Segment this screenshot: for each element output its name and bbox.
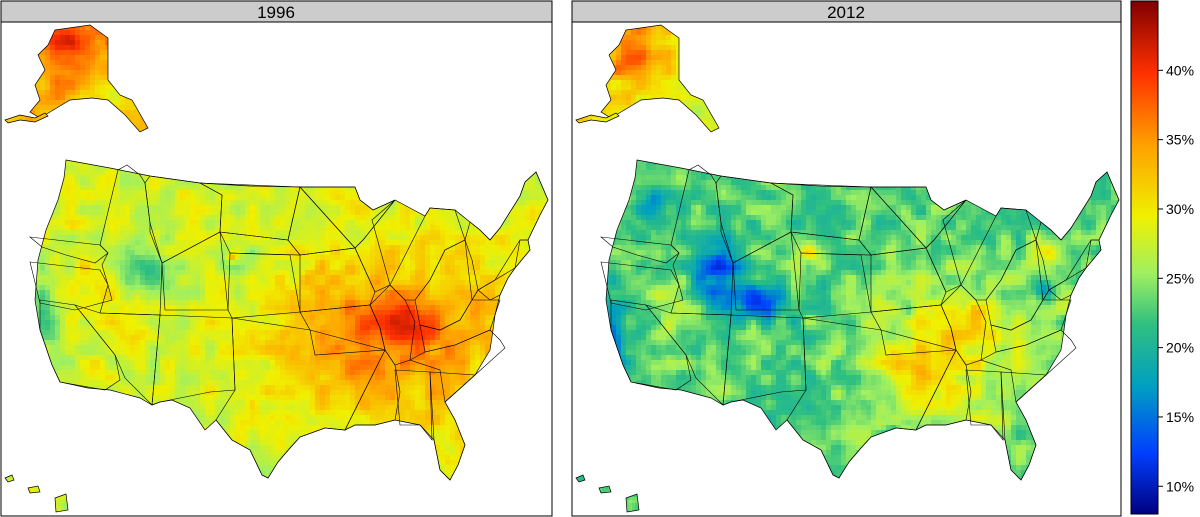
state-border <box>429 371 476 481</box>
state-border <box>980 329 1077 403</box>
aleutian-islands-outline <box>4 112 49 124</box>
state-border <box>344 349 401 431</box>
panel-title: 2012 <box>827 3 865 22</box>
state-border <box>464 171 549 291</box>
hawaii-island-outline <box>625 493 640 513</box>
panel-title: 1996 <box>257 3 295 22</box>
alaska-outline <box>29 24 149 133</box>
colorbar-tick-label: 30% <box>1166 201 1194 217</box>
hawaii-island-outline <box>4 474 15 483</box>
state-border <box>965 369 1004 441</box>
state-border <box>786 317 957 479</box>
state-border <box>870 247 947 313</box>
colorbar-ticks: 10% 15% 20% 25% 30% 35% 40% <box>1158 62 1194 494</box>
state-border <box>915 349 972 431</box>
hawaii-island-outline <box>27 485 41 494</box>
state-border <box>670 164 734 316</box>
colorbar-gradient <box>1130 0 1159 515</box>
hawaii-island-outline <box>575 474 586 483</box>
state-border <box>1035 171 1120 291</box>
state-borders <box>29 164 549 481</box>
state-border <box>99 164 163 316</box>
hawaii-island-fill <box>626 494 639 512</box>
colorbar-tick-label: 40% <box>1166 62 1194 78</box>
hawaii-island-outline <box>54 493 69 513</box>
panel-2012: 2012 <box>571 0 1122 517</box>
state-border <box>215 317 386 479</box>
colorbar-tick-label: 25% <box>1166 270 1194 286</box>
aleutian-islands-outline <box>575 112 620 124</box>
colorbar-tick-label: 15% <box>1166 409 1194 425</box>
state-border <box>798 252 872 319</box>
state-border <box>394 369 433 441</box>
state-border <box>1000 371 1047 481</box>
state-borders <box>600 164 1120 481</box>
hawaii-island-outline <box>598 485 612 494</box>
colorbar-tick-label: 10% <box>1166 478 1194 494</box>
colorbar-tick-label: 35% <box>1166 132 1194 148</box>
alaska-outline <box>600 24 720 133</box>
panel-1996: 1996 <box>0 0 553 517</box>
state-border <box>299 247 376 313</box>
state-border <box>409 329 506 403</box>
colorbar-tick-label: 20% <box>1166 340 1194 356</box>
state-border <box>227 252 301 319</box>
colorbar: 10% 15% 20% 25% 30% 35% 40% <box>1130 0 1194 515</box>
